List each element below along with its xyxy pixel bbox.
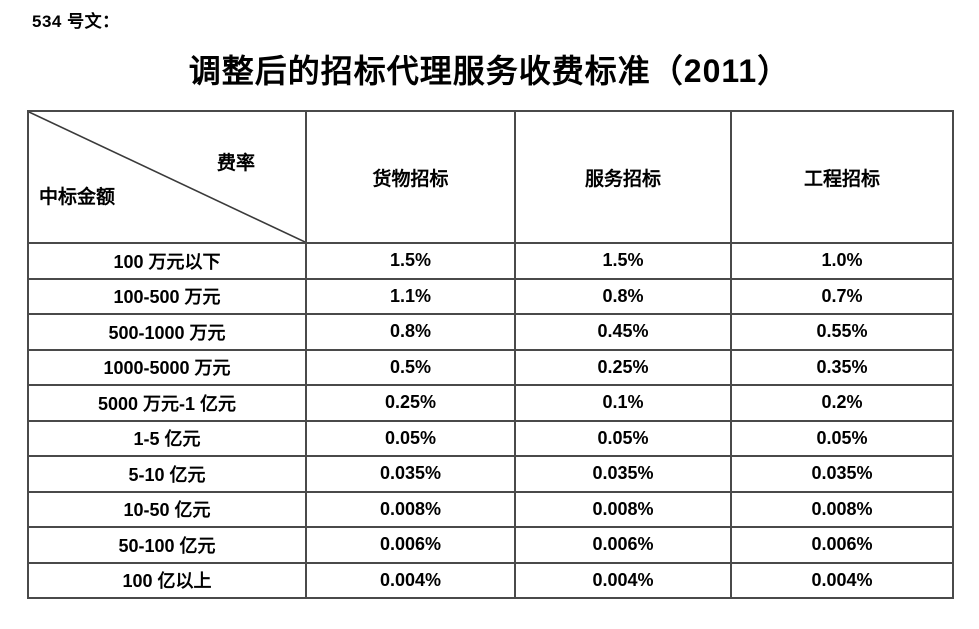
rate-cell: 1.1% <box>305 277 516 315</box>
rate-cell: 0.006% <box>514 526 732 564</box>
column-header-engineering: 工程招标 <box>730 110 954 244</box>
rate-cell: 1.0% <box>730 242 954 280</box>
rate-cell: 0.35% <box>730 348 954 386</box>
row-label-cell: 5000 万元-1 亿元 <box>27 384 307 422</box>
rate-cell: 0.25% <box>514 348 732 386</box>
rate-cell: 0.035% <box>730 455 954 493</box>
diagonal-line <box>29 112 305 242</box>
fee-table: 费率 中标金额 货物招标 服务招标 工程招标 100 万元以下 1.5% 1.5… <box>27 110 954 599</box>
table-row: 5000 万元-1 亿元 0.25% 0.1% 0.2% <box>27 384 954 422</box>
rate-cell: 0.2% <box>730 384 954 422</box>
rate-cell: 0.004% <box>514 561 732 599</box>
table-row: 50-100 亿元 0.006% 0.006% 0.006% <box>27 526 954 564</box>
rate-cell: 0.05% <box>514 419 732 457</box>
rate-cell: 0.55% <box>730 313 954 351</box>
table-row: 10-50 亿元 0.008% 0.008% 0.008% <box>27 490 954 528</box>
row-label-cell: 1000-5000 万元 <box>27 348 307 386</box>
table-row: 5-10 亿元 0.035% 0.035% 0.035% <box>27 455 954 493</box>
rate-cell: 0.25% <box>305 384 516 422</box>
row-label-cell: 100 亿以上 <box>27 561 307 599</box>
rate-cell: 0.004% <box>305 561 516 599</box>
rate-cell: 0.8% <box>514 277 732 315</box>
rate-cell: 0.5% <box>305 348 516 386</box>
rate-cell: 0.1% <box>514 384 732 422</box>
row-label-cell: 50-100 亿元 <box>27 526 307 564</box>
rate-cell: 0.035% <box>305 455 516 493</box>
doc-number-label: 534 号文： <box>32 12 120 31</box>
row-label-cell: 100 万元以下 <box>27 242 307 280</box>
row-label-cell: 10-50 亿元 <box>27 490 307 528</box>
rate-cell: 0.006% <box>730 526 954 564</box>
header-row: 费率 中标金额 货物招标 服务招标 工程招标 <box>27 110 954 244</box>
table-row: 100-500 万元 1.1% 0.8% 0.7% <box>27 277 954 315</box>
column-header-goods: 货物招标 <box>305 110 516 244</box>
table-row: 100 亿以上 0.004% 0.004% 0.004% <box>27 561 954 599</box>
rate-cell: 0.035% <box>514 455 732 493</box>
table-row: 1-5 亿元 0.05% 0.05% 0.05% <box>27 419 954 457</box>
row-label-cell: 500-1000 万元 <box>27 313 307 351</box>
rate-cell: 0.8% <box>305 313 516 351</box>
rate-cell: 0.7% <box>730 277 954 315</box>
rate-cell: 0.008% <box>730 490 954 528</box>
rate-cell: 0.008% <box>514 490 732 528</box>
rate-cell: 0.008% <box>305 490 516 528</box>
corner-label-rate: 费率 <box>216 153 255 174</box>
corner-cell: 费率 中标金额 <box>27 110 307 244</box>
rate-cell: 0.004% <box>730 561 954 599</box>
table-row: 100 万元以下 1.5% 1.5% 1.0% <box>27 242 954 280</box>
row-label-cell: 1-5 亿元 <box>27 419 307 457</box>
rate-cell: 1.5% <box>514 242 732 280</box>
corner-label-amount: 中标金额 <box>39 187 116 208</box>
table-row: 500-1000 万元 0.8% 0.45% 0.55% <box>27 313 954 351</box>
rate-cell: 1.5% <box>305 242 516 280</box>
rate-cell: 0.45% <box>514 313 732 351</box>
row-label-cell: 100-500 万元 <box>27 277 307 315</box>
table-row: 1000-5000 万元 0.5% 0.25% 0.35% <box>27 348 954 386</box>
column-header-services: 服务招标 <box>514 110 732 244</box>
rate-cell: 0.006% <box>305 526 516 564</box>
rate-cell: 0.05% <box>305 419 516 457</box>
rate-cell: 0.05% <box>730 419 954 457</box>
row-label-cell: 5-10 亿元 <box>27 455 307 493</box>
page-title: 调整后的招标代理服务收费标准（2011） <box>188 53 791 89</box>
